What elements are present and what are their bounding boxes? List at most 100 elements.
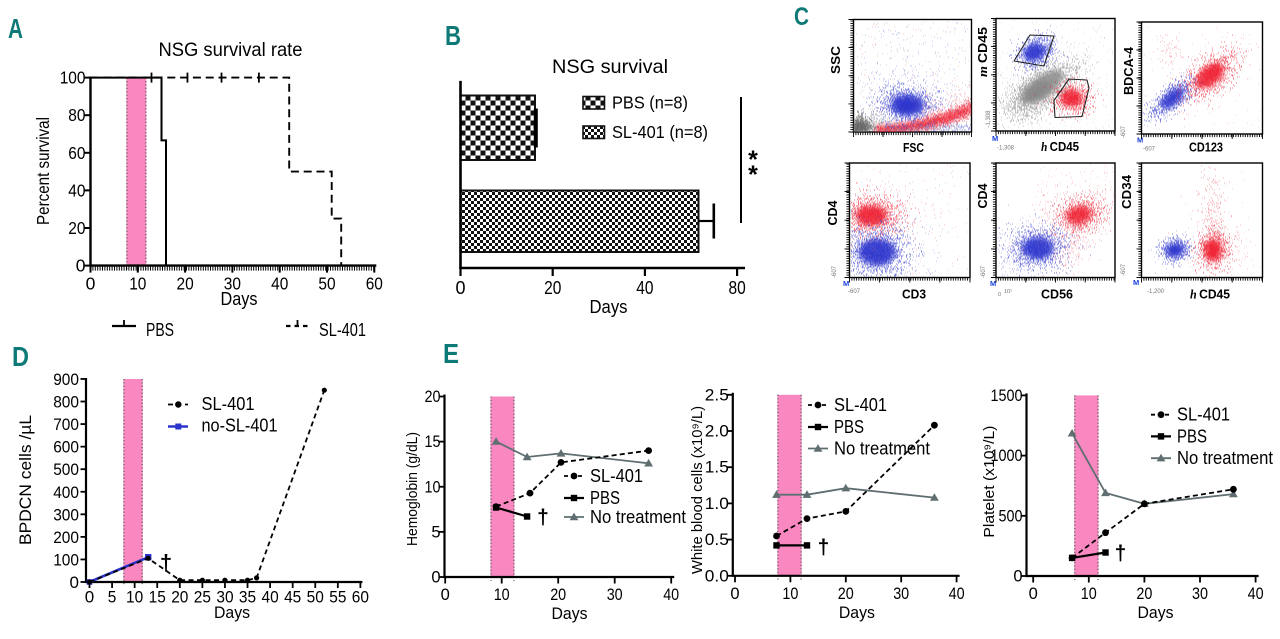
svg-text:h CD45: h CD45: [1041, 140, 1079, 154]
svg-text:800: 800: [53, 393, 79, 412]
svg-text:CD4: CD4: [976, 183, 990, 208]
svg-text:-607: -607: [981, 265, 987, 278]
svg-text:0: 0: [76, 256, 86, 276]
svg-text:0.5: 0.5: [705, 531, 729, 549]
svg-text:Days: Days: [221, 289, 258, 309]
svg-text:C: C: [794, 3, 809, 31]
svg-text:†: †: [537, 506, 549, 529]
svg-text:40: 40: [949, 585, 965, 603]
svg-text:FSC: FSC: [903, 141, 924, 155]
svg-text:Days: Days: [552, 604, 588, 623]
svg-text:10: 10: [129, 274, 146, 294]
svg-text:BDCA-4: BDCA-4: [1122, 47, 1136, 95]
svg-text:†: †: [160, 550, 172, 575]
svg-text:0: 0: [86, 274, 96, 294]
svg-text:M: M: [1133, 278, 1139, 287]
svg-text:PBS: PBS: [146, 320, 174, 340]
svg-text:10: 10: [1081, 585, 1097, 603]
svg-text:30: 30: [893, 585, 909, 603]
svg-text:50: 50: [318, 274, 335, 294]
svg-text:NSG survival rate: NSG survival rate: [159, 39, 303, 61]
svg-text:40: 40: [271, 274, 288, 294]
svg-text:CD34: CD34: [1120, 175, 1134, 209]
svg-text:500: 500: [999, 507, 1023, 525]
svg-text:*: *: [748, 161, 758, 189]
svg-text:10: 10: [494, 586, 510, 604]
svg-text:Days: Days: [839, 603, 875, 622]
svg-text:50: 50: [307, 588, 324, 607]
svg-text:2.5: 2.5: [705, 386, 729, 404]
svg-text:Percent survival: Percent survival: [33, 117, 53, 225]
svg-text:20: 20: [177, 274, 194, 294]
svg-text:SL-401: SL-401: [834, 395, 887, 415]
svg-text:5: 5: [108, 588, 117, 607]
svg-text:NSG survival: NSG survival: [552, 56, 668, 78]
svg-text:5: 5: [431, 523, 440, 541]
svg-text:80: 80: [68, 105, 85, 125]
svg-text:40: 40: [262, 588, 279, 607]
svg-text:300: 300: [53, 505, 79, 524]
svg-text:Hemoglobin (g/dL): Hemoglobin (g/dL): [404, 432, 421, 546]
svg-text:500: 500: [53, 460, 79, 479]
svg-text:SSC: SSC: [829, 46, 843, 74]
svg-text:-607: -607: [848, 289, 861, 295]
svg-text:20: 20: [1136, 585, 1152, 603]
svg-text:40: 40: [663, 586, 679, 604]
svg-text:Platelet (x10⁹/L): Platelet (x10⁹/L): [981, 426, 998, 538]
svg-text:15: 15: [425, 433, 441, 451]
svg-text:0: 0: [431, 569, 440, 587]
svg-text:PBS (n=8): PBS (n=8): [612, 93, 688, 113]
svg-text:-607: -607: [832, 265, 838, 278]
svg-text:Days: Days: [214, 603, 250, 622]
svg-text:M: M: [843, 279, 849, 288]
svg-text:30: 30: [1192, 585, 1208, 603]
svg-text:0: 0: [85, 588, 94, 607]
svg-text:No treatment: No treatment: [590, 507, 686, 527]
svg-text:No treatment: No treatment: [1177, 448, 1273, 468]
svg-text:SL-401 (n=8): SL-401 (n=8): [612, 122, 708, 142]
svg-text:40: 40: [68, 180, 85, 200]
svg-text:20: 20: [838, 585, 854, 603]
svg-text:E: E: [443, 338, 459, 369]
svg-text:D: D: [12, 341, 29, 372]
svg-text:no-SL-401: no-SL-401: [202, 416, 278, 436]
svg-text:A: A: [8, 13, 23, 44]
svg-text:0: 0: [441, 586, 450, 604]
svg-text:†: †: [1115, 542, 1127, 565]
svg-text:BPDCN cells /µL: BPDCN cells /µL: [16, 415, 35, 545]
svg-text:900: 900: [53, 370, 79, 389]
svg-text:1.0: 1.0: [705, 495, 729, 513]
svg-text:No treatment: No treatment: [834, 439, 930, 459]
svg-text:PBS: PBS: [1177, 426, 1207, 446]
svg-text:15: 15: [149, 588, 166, 607]
svg-text:2.0: 2.0: [705, 423, 729, 441]
svg-text:SL-401: SL-401: [1177, 405, 1230, 425]
svg-text:PBS: PBS: [834, 417, 864, 437]
svg-text:20: 20: [68, 218, 85, 238]
svg-text:CD4: CD4: [826, 200, 840, 225]
svg-text:-607: -607: [1143, 147, 1156, 153]
svg-text:1.5: 1.5: [705, 459, 729, 477]
svg-text:CD3: CD3: [902, 288, 926, 302]
svg-text:0.0: 0.0: [705, 567, 729, 585]
svg-text:h CD45: h CD45: [1190, 288, 1230, 302]
svg-text:0: 0: [70, 573, 79, 592]
svg-text:20: 20: [544, 278, 561, 298]
svg-text:White blood cells (x10⁹/L): White blood cells (x10⁹/L): [689, 406, 706, 574]
svg-text:55: 55: [329, 588, 346, 607]
svg-text:-607: -607: [1121, 263, 1127, 276]
svg-text:1500: 1500: [991, 387, 1023, 405]
svg-text:0: 0: [1013, 568, 1022, 586]
svg-text:45: 45: [284, 588, 301, 607]
svg-text:60: 60: [366, 274, 383, 294]
svg-text:CD123: CD123: [1189, 141, 1223, 155]
svg-text:20: 20: [171, 588, 188, 607]
svg-text:†: †: [818, 536, 830, 559]
svg-text:0: 0: [455, 278, 465, 298]
svg-text:Days: Days: [1138, 603, 1174, 622]
svg-text:60: 60: [352, 588, 369, 607]
svg-text:60: 60: [68, 143, 85, 163]
svg-text:SL-401: SL-401: [319, 320, 366, 340]
svg-text:30: 30: [607, 586, 623, 604]
svg-text:SL-401: SL-401: [590, 466, 643, 486]
